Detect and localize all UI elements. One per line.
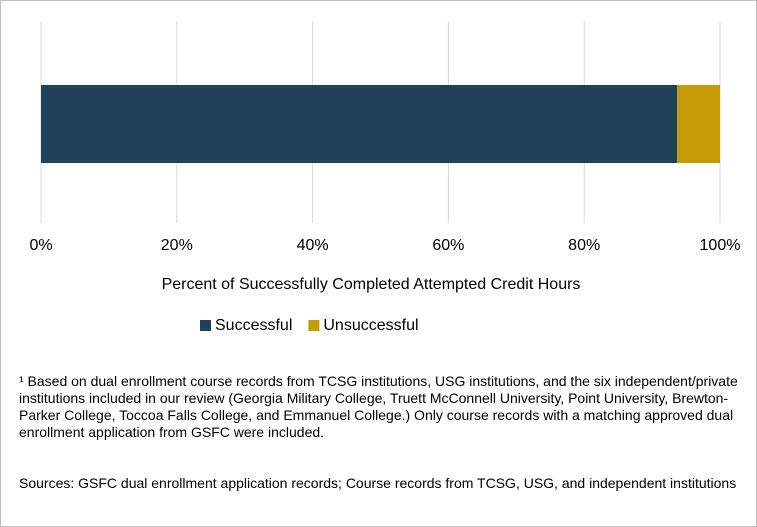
footnote: ¹ Based on dual enrollment course record… [19,373,738,440]
bar-segment [41,85,678,163]
legend-swatch [200,320,211,331]
x-tick-label: 20% [161,237,193,254]
x-tick-label: 60% [432,237,464,254]
legend-label: Unsuccessful [323,317,418,334]
x-tick-label: 100% [700,237,741,254]
source-note: Sources: GSFC dual enrollment applicatio… [19,475,737,491]
legend-label: Successful [215,317,292,334]
x-tick-label: 40% [297,237,329,254]
x-tick-label: 80% [568,237,600,254]
chart: Percent of Successfully Completed Attemp… [29,21,741,334]
bar-segment [677,85,720,163]
x-tick-label: 0% [29,237,52,254]
legend-swatch [308,320,320,331]
x-axis-title: Percent of Successfully Completed Attemp… [162,276,581,293]
